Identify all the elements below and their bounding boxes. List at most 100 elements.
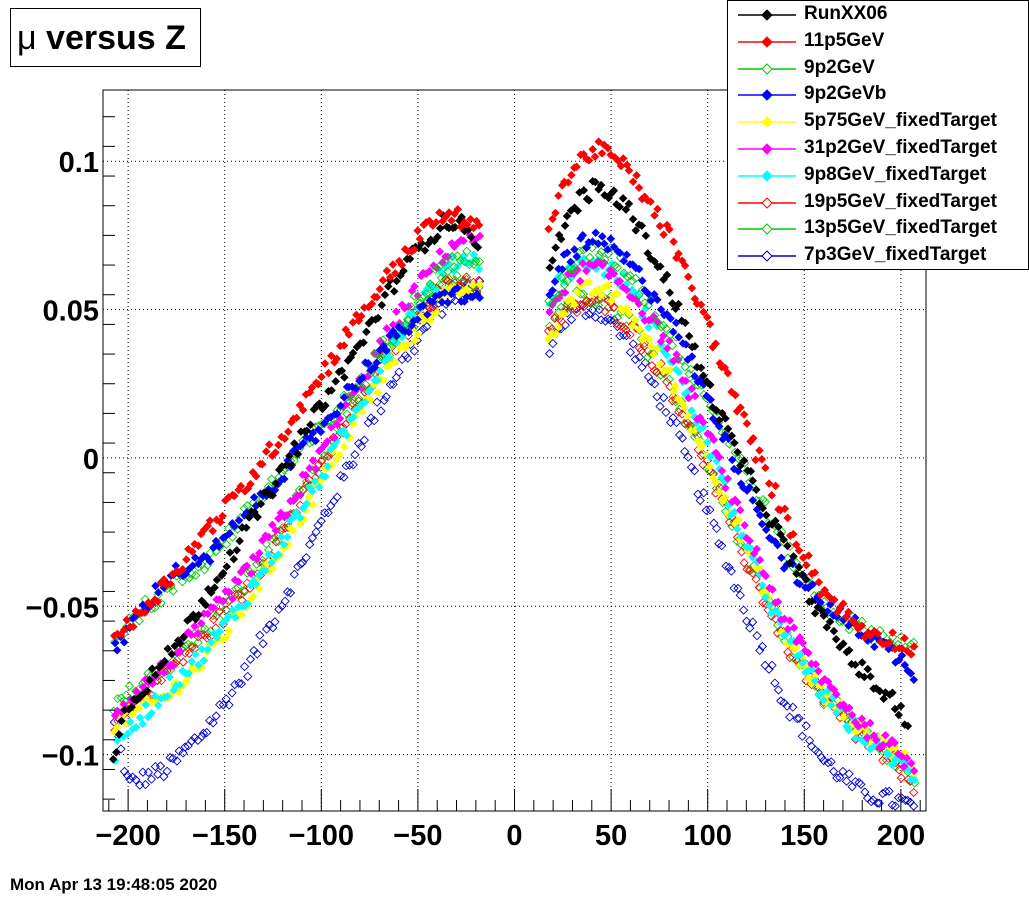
data-point [757,519,767,529]
data-point [711,478,721,487]
data-point [184,648,194,659]
data-point [339,472,349,482]
data-point [683,452,693,462]
data-point [283,427,293,437]
data-point [779,535,789,544]
data-point [153,597,163,607]
data-point [243,599,253,609]
data-point [825,617,835,627]
data-point [180,742,190,752]
data-point [385,379,396,390]
data-point [363,358,373,368]
data-point [729,464,739,474]
data-point [687,352,697,361]
data-point [566,314,577,325]
data-point [723,424,733,434]
data-point [418,301,428,311]
data-point [548,256,557,265]
data-point [569,265,579,275]
data-point [237,610,247,620]
data-point [432,308,441,317]
data-point [468,280,478,290]
data-point [650,257,659,266]
data-point [612,313,623,323]
data-point [188,547,197,557]
data-point [548,338,558,349]
data-point [219,596,228,606]
data-point [897,651,907,660]
data-point [594,250,605,260]
data-point [760,497,771,507]
data-point [731,390,740,400]
legend-entry: 7p3GeV_fixedTarget [728,243,1028,269]
data-point [609,186,619,196]
data-point [680,362,690,372]
data-point [410,336,420,346]
data-point [279,540,289,550]
data-point [239,587,250,597]
data-point [649,350,659,359]
data-point [865,631,875,641]
data-point [112,645,122,655]
data-point [656,305,666,314]
data-point [606,150,616,160]
data-point [242,561,252,571]
data-point [674,299,683,309]
data-point [906,758,916,768]
data-point [701,505,711,515]
data-point [165,672,174,682]
data-point [323,461,332,471]
data-point [156,675,167,686]
data-point [562,248,572,258]
data-point [138,767,148,777]
data-point [110,638,120,648]
data-point [804,551,814,560]
data-point [634,264,644,274]
data-point [690,371,700,381]
data-point [551,208,560,218]
data-point [868,795,878,805]
data-point [627,276,637,286]
data-point [559,280,570,290]
data-point [214,607,225,617]
data-point [615,276,625,286]
data-point [902,753,912,763]
x-tick-label: 150 [780,820,828,852]
data-point [474,265,484,274]
legend-marker [738,62,796,75]
data-point [425,303,435,313]
data-point [755,555,765,565]
data-point [349,412,358,422]
data-point [224,611,233,621]
data-point [909,642,919,651]
data-point [404,327,414,337]
data-point [261,566,270,576]
data-point [757,454,767,464]
series-11p5GeV [109,137,919,659]
data-points [108,137,920,811]
data-point [191,570,201,581]
data-point [215,627,225,636]
data-point [615,248,625,258]
data-point [699,371,708,381]
data-point [360,379,371,390]
data-point [562,211,572,221]
data-point [302,499,312,508]
data-point [293,561,303,572]
data-point [634,352,645,362]
data-point [894,765,904,775]
data-point [375,284,385,294]
data-point [639,331,649,341]
data-point [600,255,610,265]
series-13p5GeV_fixedTarget [109,270,920,788]
data-point [295,559,306,569]
data-point [647,342,656,351]
data-point [221,605,232,615]
data-point [162,766,172,776]
data-point [390,358,400,367]
data-point [544,224,553,234]
data-point [271,448,280,457]
data-point [665,288,675,298]
x-tick-label: 0 [506,820,522,852]
